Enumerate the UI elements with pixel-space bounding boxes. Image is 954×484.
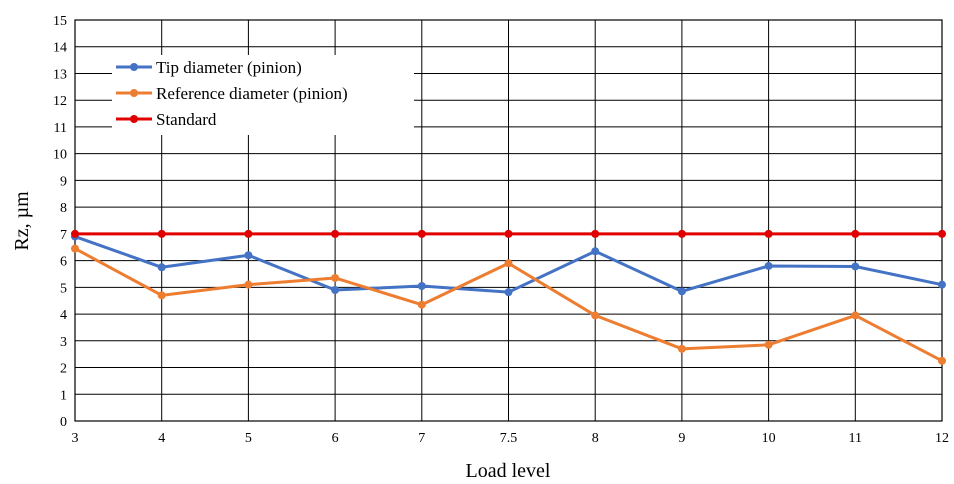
legend-swatch-marker: [130, 115, 138, 123]
data-point: [677, 344, 686, 353]
data-point: [851, 311, 860, 320]
y-tick-label: 5: [60, 281, 67, 296]
y-tick-label: 6: [60, 255, 67, 270]
y-tick-label: 7: [60, 228, 67, 243]
data-point: [677, 287, 686, 296]
data-point: [591, 229, 600, 238]
plot-frame: [74, 19, 943, 422]
legend-swatch-marker: [130, 63, 138, 71]
data-point: [677, 229, 686, 238]
y-tick-label: 3: [60, 335, 67, 350]
x-tick-label: 12: [935, 431, 949, 446]
data-point: [157, 263, 166, 272]
y-tick-label: 8: [60, 201, 67, 216]
data-point: [417, 229, 426, 238]
x-tick-label: 10: [762, 431, 776, 446]
y-tick-label: 1: [60, 388, 67, 403]
data-point: [764, 261, 773, 270]
x-tick-label: 3: [72, 431, 79, 446]
data-point: [504, 259, 513, 268]
legend: Tip diameter (pinion) Reference diameter …: [112, 55, 414, 135]
legend-label: Tip diameter (pinion): [156, 58, 302, 77]
legend-label: Reference diameter (pinion): [156, 84, 348, 103]
data-point: [504, 229, 513, 238]
x-tick-label: 11: [849, 431, 862, 446]
data-point: [938, 280, 946, 289]
y-tick-label: 2: [60, 362, 67, 377]
y-tick-label: 11: [54, 121, 67, 136]
y-tick-label: 12: [53, 94, 67, 109]
x-tick-label: 5: [245, 431, 252, 446]
x-tick-label: 9: [678, 431, 685, 446]
legend-box: [112, 55, 414, 135]
y-axis-title: Rz, µm: [11, 191, 33, 251]
y-tick-label: 4: [60, 308, 67, 323]
data-point: [157, 229, 166, 238]
legend-swatch-marker: [130, 89, 138, 97]
y-tick-label: 9: [60, 174, 67, 189]
x-axis-title: Load level: [466, 460, 551, 482]
x-tick-label: 8: [592, 431, 599, 446]
x-tick-label: 4: [158, 431, 165, 446]
data-point: [244, 229, 253, 238]
data-point: [244, 280, 253, 289]
data-point: [331, 229, 340, 238]
legend-label: Standard: [156, 110, 217, 129]
data-point: [764, 229, 773, 238]
y-tick-label: 13: [53, 67, 67, 82]
data-point: [764, 340, 773, 349]
x-tick-label: 7.5: [500, 431, 518, 446]
data-point: [331, 273, 340, 282]
data-point: [938, 356, 946, 365]
data-point: [417, 281, 426, 290]
data-point: [504, 288, 513, 297]
data-point: [938, 229, 946, 238]
data-point: [851, 262, 860, 271]
y-tick-label: 0: [60, 415, 67, 430]
data-point: [71, 244, 79, 253]
data-point: [417, 300, 426, 309]
data-point: [591, 247, 600, 256]
y-tick-label: 10: [53, 148, 67, 163]
data-point: [591, 311, 600, 320]
data-point: [851, 229, 860, 238]
x-tick-label: 6: [332, 431, 339, 446]
x-axis-ticks: 3 4 5 6 7 7.5 8 9 10 11 12: [72, 431, 950, 446]
data-point: [157, 291, 166, 300]
data-point: [71, 229, 79, 238]
data-point: [331, 286, 340, 295]
x-tick-label: 7: [418, 431, 425, 446]
series-layer: [71, 229, 946, 365]
y-tick-label: 14: [53, 41, 67, 56]
y-tick-label: 15: [53, 14, 67, 29]
data-point: [244, 251, 253, 260]
